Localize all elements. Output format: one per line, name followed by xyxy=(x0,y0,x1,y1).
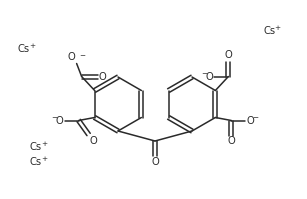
Text: Cs: Cs xyxy=(30,142,42,152)
Text: −: − xyxy=(252,114,258,121)
Text: O: O xyxy=(99,71,106,82)
Text: O: O xyxy=(247,115,254,126)
Text: +: + xyxy=(29,43,35,49)
Text: O: O xyxy=(224,51,232,60)
Text: Cs: Cs xyxy=(30,157,42,167)
Text: −: − xyxy=(80,53,86,59)
Text: +: + xyxy=(41,156,47,162)
Text: +: + xyxy=(41,141,47,147)
Text: Cs: Cs xyxy=(263,26,275,36)
Text: Cs: Cs xyxy=(18,44,30,54)
Text: O: O xyxy=(90,136,97,145)
Text: O: O xyxy=(227,137,235,146)
Text: +: + xyxy=(274,25,280,31)
Text: −: − xyxy=(52,114,58,121)
Text: O: O xyxy=(151,157,159,167)
Text: −: − xyxy=(201,70,208,76)
Text: O: O xyxy=(68,53,76,62)
Text: O: O xyxy=(206,71,213,82)
Text: O: O xyxy=(56,115,64,126)
